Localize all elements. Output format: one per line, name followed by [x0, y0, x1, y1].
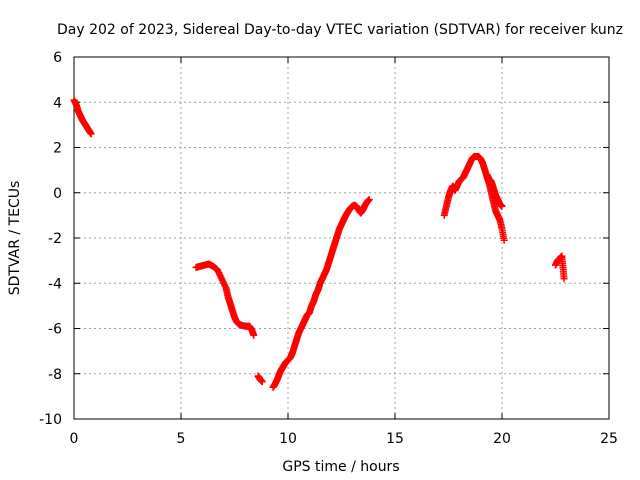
y-tick-label: -4: [48, 276, 62, 292]
y-tick-label: 0: [53, 186, 62, 202]
y-tick-label: -2: [48, 231, 62, 247]
data-points: [70, 96, 568, 391]
y-tick-label: 2: [53, 141, 62, 157]
chart-title: Day 202 of 2023, Sidereal Day-to-day VTE…: [57, 22, 623, 38]
y-tick-label: -8: [48, 367, 62, 383]
x-tick-label: 5: [177, 431, 186, 447]
y-axis-label: SDTVAR / TECUs: [7, 181, 23, 296]
y-tick-label: 4: [53, 95, 62, 111]
x-tick-label: 10: [279, 431, 297, 447]
grid: [74, 57, 609, 419]
plot-frame: [73, 56, 610, 420]
data-point: [500, 236, 508, 244]
x-axis-label: GPS time / hours: [282, 459, 399, 475]
data-point: [365, 196, 373, 204]
x-tick-label: 0: [70, 431, 79, 447]
y-tick-label: 6: [53, 50, 62, 66]
axis-ticks: 0 5 10 15 20 25 -10 -8 -6 -4 -2 0 2 4 6: [39, 50, 618, 447]
data-point: [560, 275, 568, 283]
data-point: [258, 378, 266, 386]
x-tick-label: 25: [600, 431, 618, 447]
data-point: [87, 130, 95, 138]
y-tick-label: -6: [48, 322, 62, 338]
data-point: [250, 331, 258, 339]
x-tick-label: 20: [493, 431, 511, 447]
x-tick-label: 15: [386, 431, 404, 447]
data-point: [498, 202, 506, 210]
y-tick-label: -10: [39, 412, 62, 428]
